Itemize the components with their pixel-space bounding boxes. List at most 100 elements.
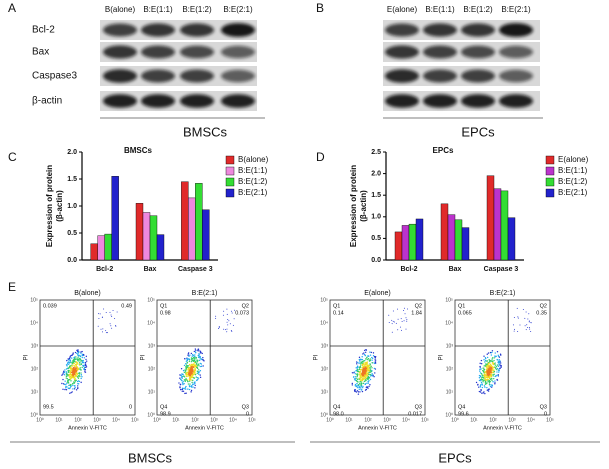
event-dot [196,367,199,370]
event-dot [81,362,84,364]
event-dot [190,369,192,371]
event-dot [356,373,359,375]
event-dot [198,353,200,355]
event-dot [218,326,220,328]
y-axis-label: PI [24,354,30,360]
event-dot [487,365,489,367]
event-dot [495,368,498,371]
event-dot [179,384,181,386]
event-dot [83,354,85,356]
event-dot [478,379,481,382]
event-dot [359,366,361,368]
event-dot [226,321,228,323]
event-dot [180,388,182,391]
event-dot [180,368,183,370]
event-dot [186,373,188,375]
blot-band [423,94,457,108]
event-dot [74,375,76,377]
quadrant-value: 0.039 [43,303,57,309]
event-dot [397,318,399,320]
legend-swatch [545,166,555,176]
y-axis-label: PI [314,354,320,360]
event-dot [367,382,370,384]
bar [149,215,158,261]
y-tick-label: 2.0 [371,170,381,177]
event-dot [370,351,373,354]
event-dot [527,327,529,329]
event-dot [191,371,193,373]
event-dot [72,368,74,371]
event-dot [194,354,196,356]
event-dot [366,375,368,377]
event-dot [76,366,78,368]
event-dot [400,318,402,320]
event-dot [78,358,80,361]
event-dot [75,356,77,358]
event-dot [79,354,81,357]
event-dot [401,329,403,331]
event-dot [193,371,195,373]
event-dot [196,362,198,364]
event-dot [406,308,408,310]
quadrant-value: 0.98 [160,310,171,316]
event-dot [489,360,491,363]
event-dot [187,380,189,383]
event-dot [371,370,373,372]
quadrant-value: 0.065 [458,310,472,316]
event-dot [80,381,82,384]
event-dot [74,378,76,380]
quadrant-value: 1.84 [411,310,422,316]
event-dot [477,383,479,386]
event-dot [76,376,79,378]
panel-label: A [8,1,16,15]
event-dot [486,360,489,362]
x-axis-label: Annexin V-FITC [358,425,397,431]
event-dot [371,356,373,359]
event-dot [231,330,233,332]
event-dot [183,382,185,385]
event-dot [185,392,187,394]
bar [135,203,144,261]
bar [111,176,119,261]
event-dot [517,317,519,319]
quadrant-value: 0.073 [235,310,249,316]
event-dot [366,356,368,358]
event-dot [494,364,497,366]
blot-column-label: B:E(1:1) [143,5,173,14]
event-dot [358,356,361,359]
blot-band [423,45,457,59]
event-dot [489,378,492,380]
event-dot [194,387,196,389]
event-dot [80,374,83,376]
event-dot [364,369,366,371]
event-dot [490,384,492,386]
blot-column-label: B:E(1:2) [463,5,493,14]
blot-band [461,45,495,59]
event-dot [483,374,486,377]
event-dot [359,361,361,363]
event-dot [76,369,78,371]
event-dot [479,370,481,372]
event-dot [484,363,487,365]
event-dot [360,386,362,388]
event-dot [62,373,64,375]
event-dot [485,372,488,375]
event-dot [487,369,489,372]
event-dot [368,380,370,382]
y-tick-label: 10⁴ [30,320,38,326]
blot-strip [100,20,257,40]
event-dot [351,372,354,374]
event-dot [79,367,81,369]
event-dot [363,378,365,381]
event-dot [185,379,187,381]
event-dot [196,366,198,368]
event-dot [190,386,193,388]
event-dot [73,382,75,385]
blot-band [221,94,255,108]
event-dot [192,366,194,368]
event-dot [374,355,377,358]
event-dot [228,320,230,322]
event-dot [184,357,186,360]
event-dot [226,308,228,310]
event-dot [190,368,192,370]
